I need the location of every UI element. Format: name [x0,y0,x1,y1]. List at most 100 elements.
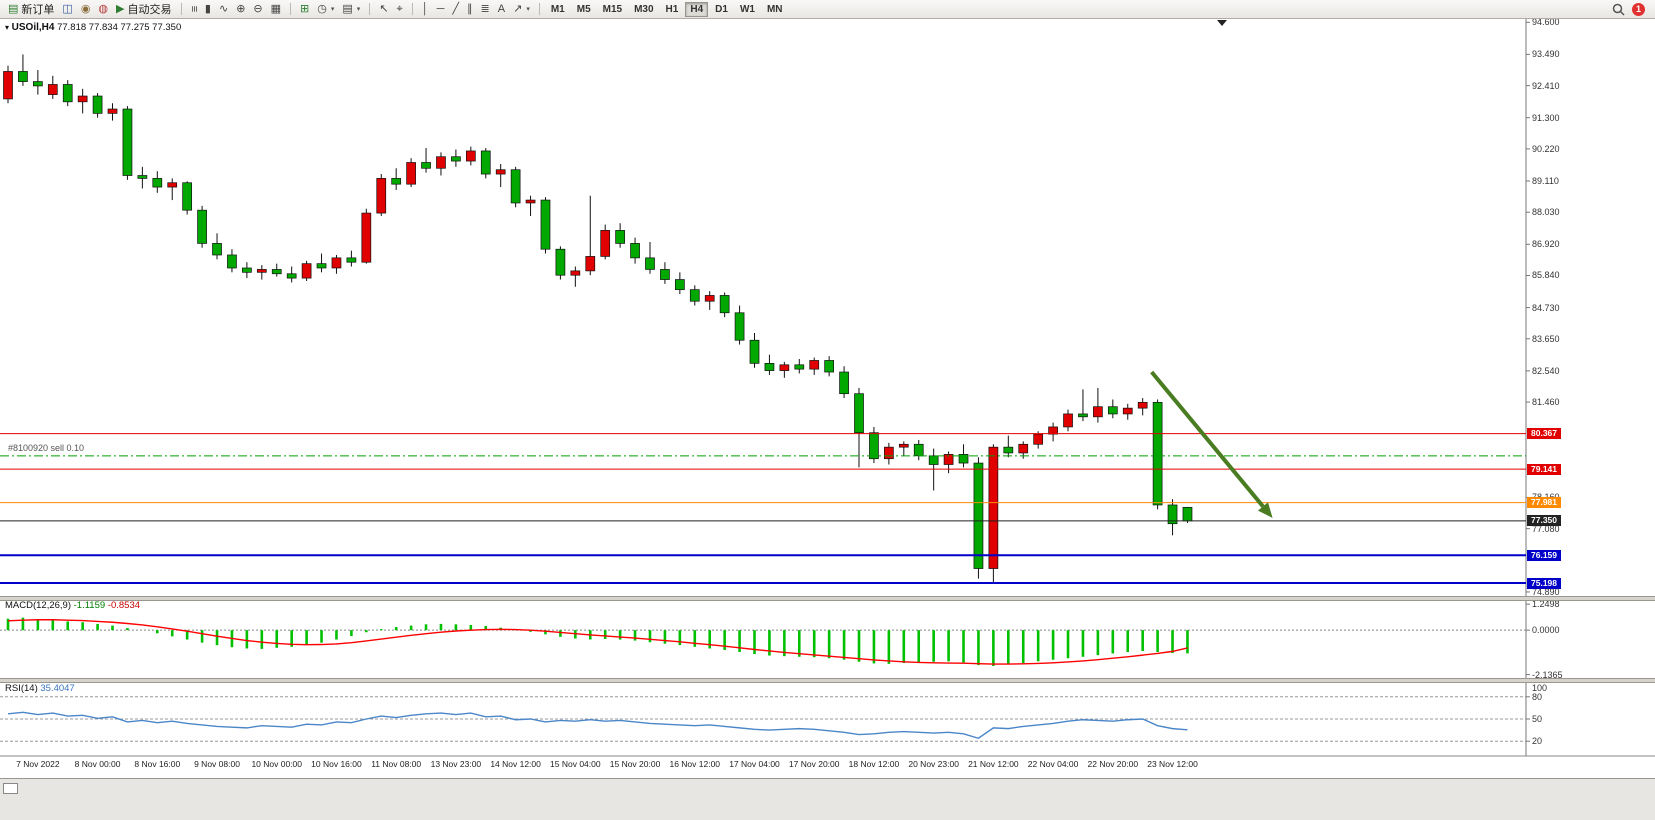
channel-button[interactable]: ∥ [463,1,477,17]
candle-body [301,263,312,279]
toolbar-separator [411,3,413,15]
candle-body [406,162,416,185]
auto-trading-button[interactable]: ▶ 自动交易 [112,1,175,17]
zoom-in-icon: ⊕ [236,3,246,15]
candle-body [242,267,252,273]
horizontal-line-button[interactable]: ─ [433,1,449,17]
rsi-separator[interactable] [0,678,1655,683]
trade-group: ▤ 新订单 ◫ ◉ ◍ ▶ 自动交易 [4,1,176,17]
cursor-button[interactable]: ↖ [375,1,392,17]
candle-body [540,199,551,250]
new-order-button[interactable]: ▤ 新订单 [4,1,58,17]
timeframe-w1[interactable]: W1 [735,2,760,17]
macd-separator[interactable] [0,596,1655,601]
dropdown-caret-icon: ▾ [330,6,335,13]
fibonacci-icon: ≣ [480,3,490,15]
candle-body [674,279,685,291]
zoom-out-icon: ⊖ [253,3,263,15]
auto-trading-icon: ▶ [116,3,125,15]
candle-body [436,156,446,169]
candle-body [122,108,133,176]
templates-button[interactable]: ▤ ▾ [338,1,364,17]
candle-body [286,273,297,279]
candle-body [1063,413,1073,428]
candle-body [271,269,282,275]
new-order-icon: ▤ [8,3,19,15]
candle-body [988,446,999,569]
timeframe-m1[interactable]: M1 [546,2,570,17]
toolbar-separator [538,3,540,15]
timeframe-m5[interactable]: M5 [572,2,596,17]
drawing-group: │ ─ ╱ ∥ ≣ A ↗ ▾ [418,1,534,17]
line-chart-button[interactable]: ∿ [215,1,232,17]
profile-button[interactable]: ◉ [77,1,95,17]
community-icon: ◍ [98,3,109,15]
ohlc-bars-icon: ≡ [187,5,200,13]
timeframe-h1[interactable]: H1 [661,2,684,17]
notification-badge[interactable]: 1 [1632,2,1645,16]
candle-body [779,364,790,371]
candle-body [645,257,655,270]
timeframe-m30[interactable]: M30 [629,2,658,17]
candle-body [854,393,864,434]
candlestick-icon: ▮ [204,3,211,15]
fibonacci-button[interactable]: ≣ [477,1,494,17]
chart-shift-marker-icon[interactable] [1217,20,1227,26]
crosshair-button[interactable]: ⌖ [393,1,407,17]
candle-body [77,95,88,103]
chart-window-button[interactable]: ◫ [58,1,76,17]
bottom-strip [0,778,1655,820]
candle-body [361,212,372,263]
toolbar-separator [180,3,182,15]
trendline-button[interactable]: ╱ [448,1,463,17]
crosshair-icon: ⌖ [396,3,403,15]
bar-chart-button[interactable]: ≡ [187,1,201,17]
candle-body [1033,433,1044,445]
timeframe-m15[interactable]: M15 [598,2,627,17]
template-icon: ▤ [342,3,353,15]
trendline-icon: ╱ [452,3,460,15]
candle-body [1137,402,1148,409]
timeframe-h4[interactable]: H4 [685,1,709,17]
cursor-group: ↖ ⌖ [375,1,406,17]
candle-body [1107,406,1118,415]
search-icon[interactable] [1612,3,1625,16]
toolbar-main: ▤ 新订单 ◫ ◉ ◍ ▶ 自动交易 ≡ ▮ ∿ ⊕ ⊖ ▦ ⊞ ◷ ▾ ▤ ▾ ↖ ⌖ │ ─ ╱ ∥ ≣ A ↗ ▾ [4,1,534,17]
timeframe-d1[interactable]: D1 [710,2,733,17]
periods-button[interactable]: ◷ ▾ [313,1,338,17]
candle-body [809,360,820,370]
indicators-button[interactable]: ⊞ [296,1,313,17]
zoom-in-button[interactable]: ⊕ [232,1,249,17]
zoom-out-button[interactable]: ⊖ [249,1,266,17]
candle-body [719,295,730,314]
candle-body [1003,446,1014,454]
candle-body [152,178,163,188]
candle-body [495,169,506,175]
trend-arrow[interactable] [1150,370,1265,508]
candle-body [465,150,476,162]
line-chart-icon: ∿ [218,3,229,15]
vertical-line-icon: │ [421,3,429,15]
candle-body [869,432,879,460]
candle-body [1152,402,1163,506]
horizontal-line-icon: ─ [436,3,445,15]
tile-windows-button[interactable]: ▦ [267,1,285,17]
quick-nav-box[interactable] [3,783,18,794]
candle-body [107,108,118,114]
arrows-button[interactable]: ↗ ▾ [509,1,534,17]
candle-body [689,289,700,302]
community-button[interactable]: ◍ [94,1,112,17]
candle-body [316,263,327,269]
candle-chart-button[interactable]: ▮ [201,1,215,17]
candle-body [1078,413,1088,418]
text-button[interactable]: A [494,1,509,17]
vertical-line-button[interactable]: │ [418,1,433,17]
timeframe-mn[interactable]: MN [762,2,788,17]
candle-body [182,182,193,211]
candle-body [1018,443,1029,454]
toolbar-separator [290,3,292,15]
candle-body [1093,406,1103,418]
candle-body [630,243,640,259]
dropdown-caret-icon: ▾ [356,6,361,13]
